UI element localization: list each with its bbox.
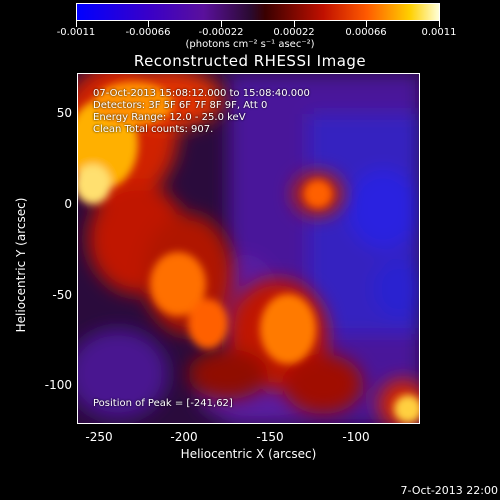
method-counts-text: Clean Total counts: 907. [93,124,214,135]
colorbar-label: -0.00022 [198,27,244,38]
y-tick-label: 50 [56,106,72,120]
plot-title: Reconstructed RHESSI Image [133,52,367,70]
colorbar-label: -0.00066 [125,27,171,38]
image-raster [78,74,419,423]
x-tick-label: -250 [85,430,113,444]
colorbar-tick [221,21,222,27]
colorbar-units: (photons cm⁻² s⁻¹ asec⁻²) [185,39,315,50]
rhessi-image[interactable]: 07-Oct-2013 15:08:12.000 to 15:08:40.000… [77,73,420,424]
x-tick-label: -200 [170,430,198,444]
colorbar-label: 0.00022 [273,27,315,38]
peak-position-text: Position of Peak = [-241,62] [93,398,233,409]
y-tick-label: -100 [44,378,72,392]
colorbar-tick [366,21,367,27]
colorbar-tick [439,21,440,27]
colorbar-label: 0.00066 [345,27,387,38]
x-tick-label: -150 [256,430,284,444]
x-tick-label: -100 [342,430,370,444]
energy-range-text: Energy Range: 12.0 - 25.0 keV [93,112,246,123]
x-axis-label: Heliocentric X (arcsec) [180,447,317,461]
detectors-text: Detectors: 3F 5F 6F 7F 8F 9F, Att 0 [93,100,268,111]
y-tick-label: 0 [64,197,72,211]
y-tick-label: -50 [52,288,72,302]
footer-date: 7-Oct-2013 22:00 [400,484,498,497]
colorbar-tick [148,21,149,27]
y-axis-label: Heliocentric Y (arcsec) [14,197,28,333]
colorbar-label: -0.0011 [56,27,96,38]
colorbar-tick [294,21,295,27]
colorbar [76,3,440,21]
time-range-text: 07-Oct-2013 15:08:12.000 to 15:08:40.000 [93,88,310,99]
colorbar-tick [76,21,77,27]
colorbar-label: 0.0011 [421,27,457,38]
